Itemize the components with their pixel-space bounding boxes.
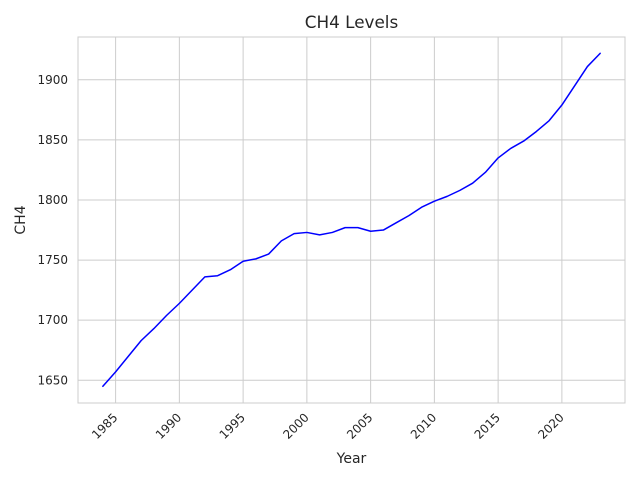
- y-tick-label: 1750: [37, 253, 68, 267]
- y-tick-label: 1800: [37, 193, 68, 207]
- x-tick-label: 1990: [153, 410, 184, 441]
- x-tick-label: 2015: [472, 410, 503, 441]
- x-tick-label: 2000: [280, 410, 311, 441]
- y-tick-label: 1700: [37, 313, 68, 327]
- x-axis-label: Year: [336, 451, 367, 467]
- tick-label-layer: 1985 1990 1995 2000 2005 2010 2015 2020 1650 1700…: [37, 73, 566, 442]
- y-tick-label: 1900: [37, 73, 68, 87]
- series-layer: [102, 52, 601, 388]
- x-tick-label: 2020: [535, 410, 566, 441]
- x-tick-label: 2010: [408, 410, 439, 441]
- y-axis-label: CH4: [13, 205, 29, 234]
- x-tick-label: 2005: [344, 410, 375, 441]
- plot-frame: [77, 36, 626, 404]
- y-tick-label: 1650: [37, 373, 68, 387]
- x-tick-label: 1985: [89, 410, 120, 441]
- ch4-series-line: [102, 52, 601, 388]
- chart-title: CH4 Levels: [305, 12, 398, 32]
- grid-layer: [78, 37, 625, 403]
- y-tick-label: 1850: [37, 133, 68, 147]
- x-tick-label: 1995: [217, 410, 248, 441]
